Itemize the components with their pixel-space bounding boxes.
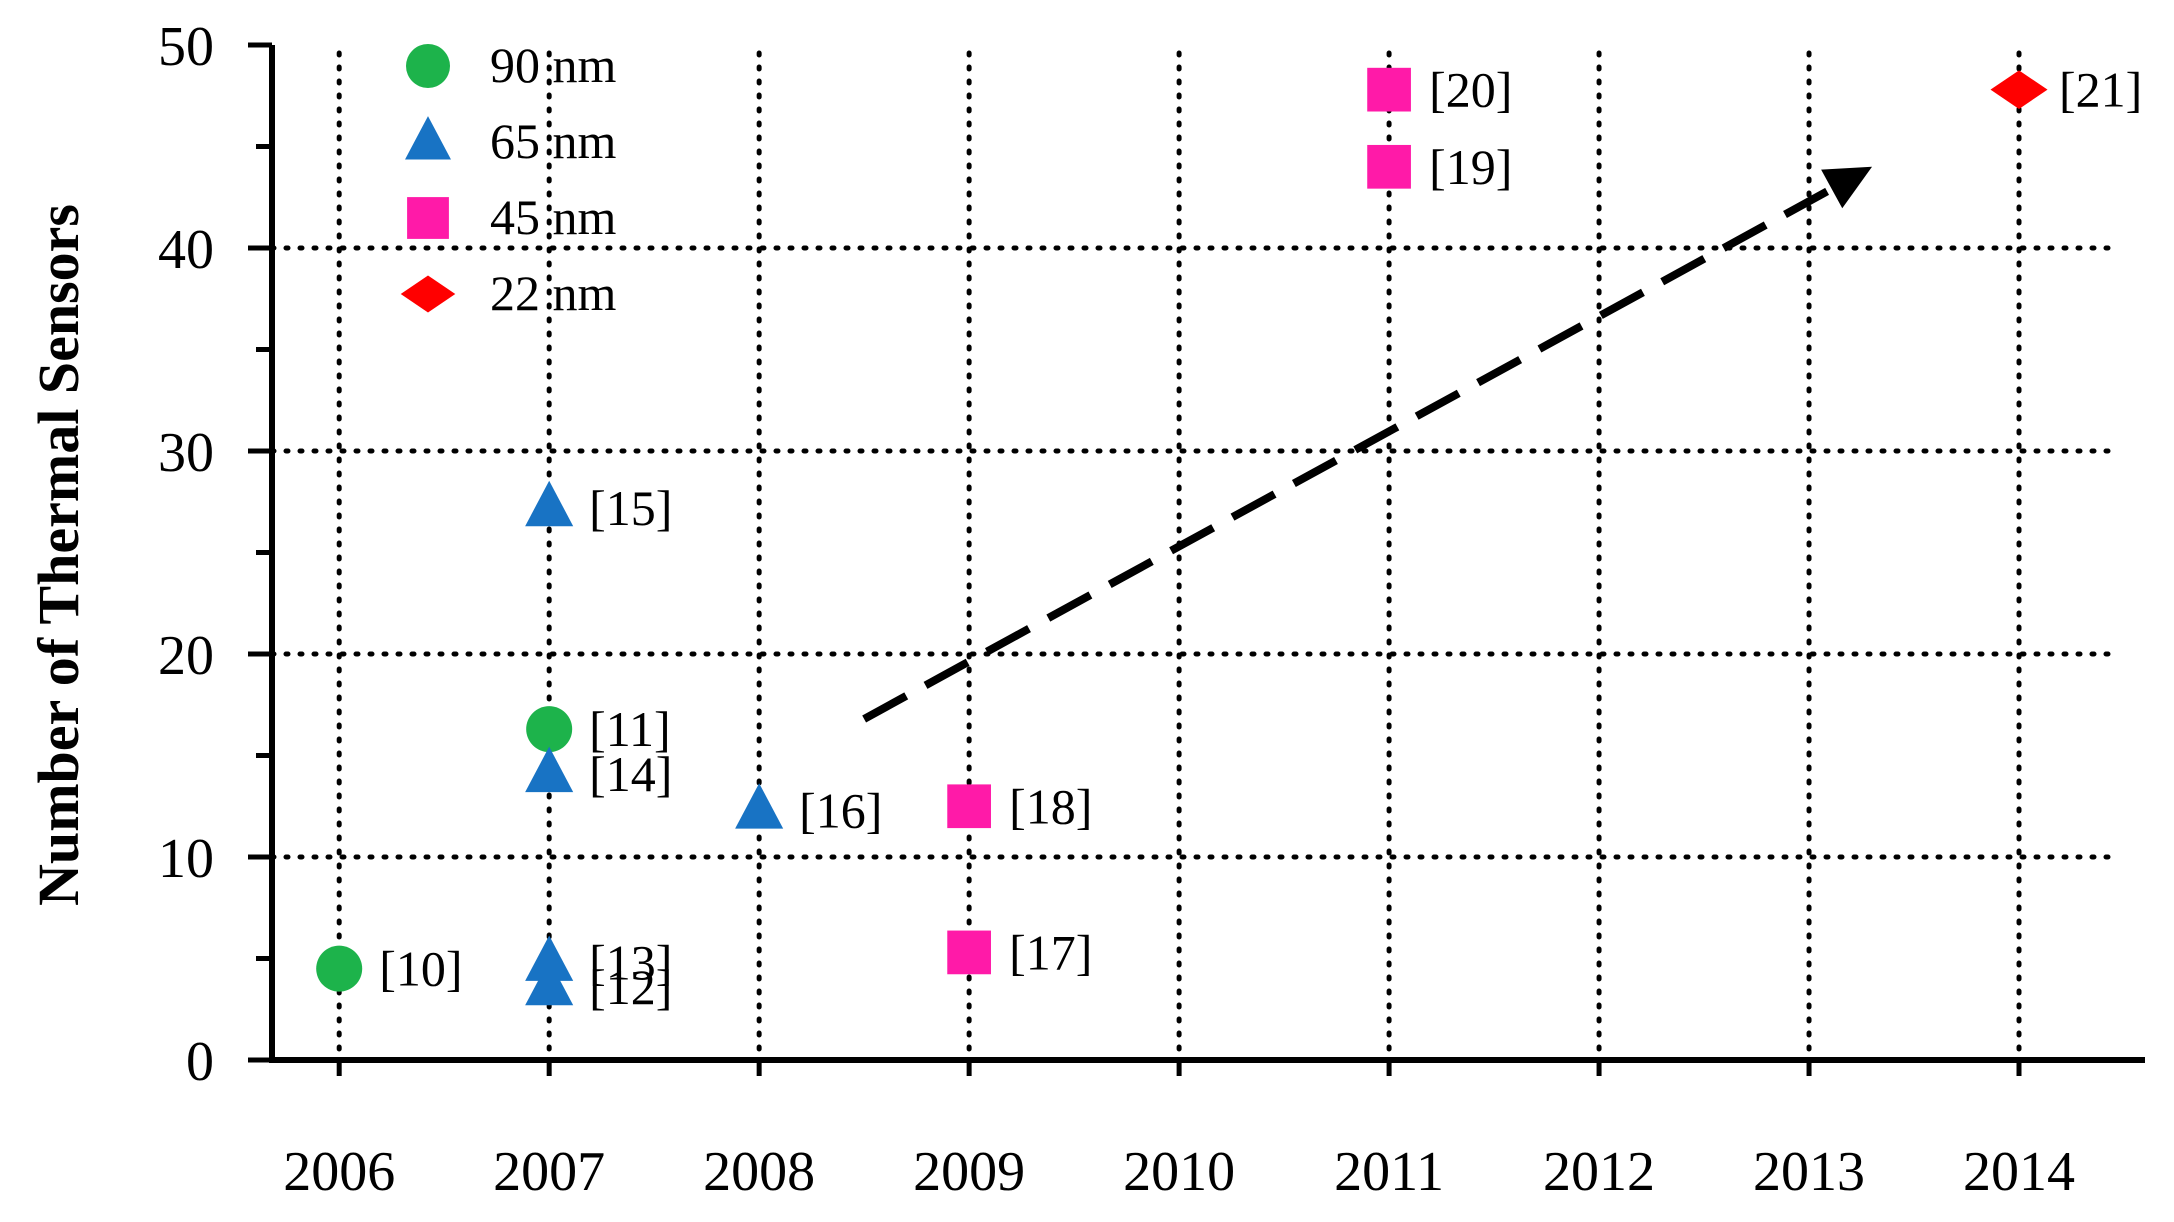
annotations [862, 166, 1873, 723]
data-label-11: [11] [589, 701, 670, 757]
x-tick-label-2011: 2011 [1334, 1141, 1444, 1203]
x-tick-label-2012: 2012 [1543, 1141, 1655, 1203]
y-tick-label-20: 20 [158, 625, 214, 687]
data-point-square-17 [947, 930, 991, 975]
data-label-15: [15] [589, 480, 672, 536]
y-tick-label-30: 30 [158, 422, 214, 484]
grid-lines [269, 50, 2115, 1063]
axes [248, 42, 2145, 1076]
y-tick-label-50: 50 [158, 16, 214, 78]
data-label-16: [16] [799, 782, 882, 838]
data-label-21: [21] [2059, 62, 2142, 118]
trend-arrow-head [1821, 166, 1873, 209]
legend-label-90nm: 90 nm [490, 37, 617, 93]
y-tick-label-0: 0 [186, 1031, 214, 1093]
y-tick-label-10: 10 [158, 828, 214, 890]
data-point-triangle-15 [525, 480, 574, 527]
data-point-square-20 [1367, 67, 1411, 112]
data-point-square-19 [1367, 144, 1411, 189]
data-label-19: [19] [1429, 139, 1512, 195]
trend-arrow-shaft [862, 185, 1834, 723]
legend-label-65nm: 65 nm [490, 113, 617, 169]
x-tick-label-2008: 2008 [703, 1141, 815, 1203]
data-label-10: [10] [379, 941, 462, 997]
data-point-triangle-16 [735, 783, 784, 829]
tick-labels: 2006 2007 2008 2009 2010 2011 2012 2013 2014 0 10 2… [158, 16, 2075, 1203]
data-label-13: [13] [589, 935, 672, 991]
data-label-12: [12] [589, 959, 672, 1015]
y-tick-label-40: 40 [158, 219, 214, 281]
data-point-triangle-13 [525, 935, 574, 981]
data-point-triangle-12 [525, 959, 574, 1006]
x-tick-label-2006: 2006 [283, 1141, 395, 1203]
legend-label-45nm: 45 nm [490, 189, 617, 245]
data-label-14: [14] [589, 746, 672, 802]
data-point-triangle-14 [525, 746, 574, 793]
data-point-diamond-21 [1990, 70, 2048, 109]
x-tick-label-2009: 2009 [913, 1141, 1025, 1203]
x-tick-label-2010: 2010 [1123, 1141, 1235, 1203]
y-axis-label: Number of Thermal Sensors [26, 204, 91, 906]
legend-label-22nm: 22 nm [490, 265, 617, 321]
x-tick-label-2013: 2013 [1753, 1141, 1865, 1203]
legend-marker-triangle [405, 116, 451, 160]
data-point-square-18 [947, 784, 991, 829]
data-label-20: [20] [1429, 62, 1512, 118]
legend-marker-square [407, 197, 449, 239]
data-point-circle-10 [316, 945, 363, 992]
x-tick-label-2014: 2014 [1963, 1141, 2075, 1203]
data-point-circle-11 [526, 706, 573, 753]
legend-marker-diamond [400, 275, 456, 313]
data-label-17: [17] [1009, 924, 1092, 980]
x-tick-label-2007: 2007 [493, 1141, 605, 1203]
data-points: [10] [11] [12][13] [14] [15] [16] [17] [18] [19]… [316, 62, 2142, 1015]
legend: 90 nm 65 nm 45 nm 22 nm [400, 37, 617, 321]
data-label-18: [18] [1009, 778, 1092, 834]
legend-marker-circle [406, 44, 450, 88]
